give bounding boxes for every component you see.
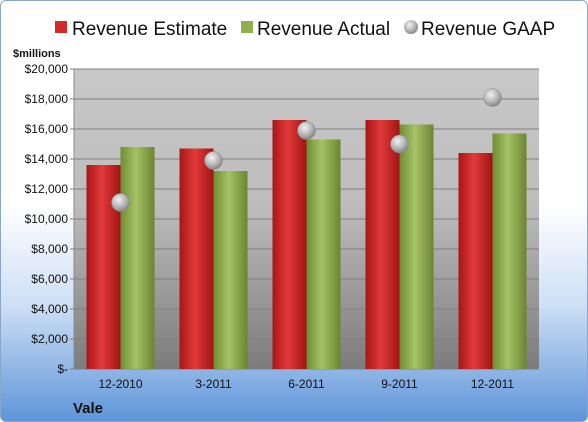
bars <box>86 120 527 369</box>
x-tick-label: 12-2010 <box>98 377 142 391</box>
x-tick-label: 12-2011 <box>471 377 514 391</box>
y-tick-label: $4,000 <box>31 302 68 316</box>
marker-revenue-gaap <box>204 151 223 170</box>
legend-swatch-revenue-estimate <box>55 21 67 33</box>
y-tick-label: $8,000 <box>31 242 68 256</box>
bar-revenue-actual <box>120 147 155 369</box>
legend-swatch-revenue-actual <box>241 21 253 33</box>
x-tick-label: 3-2011 <box>195 377 232 391</box>
y-tick-label: $14,000 <box>25 152 69 166</box>
x-axis-ticks: 12-2010 3-2011 6-2011 9-2011 12-2011 <box>98 377 514 391</box>
company-name: Vale <box>73 400 103 417</box>
marker-revenue-gaap <box>390 134 409 154</box>
y-tick-label: $12,000 <box>25 182 69 196</box>
bar-revenue-estimate <box>458 153 493 369</box>
bar-revenue-estimate <box>365 120 400 369</box>
y-tick-label: $16,000 <box>25 122 69 136</box>
y-axis-ticks: $- $2,000 $4,000 $6,000 $8,000 $10,000 $12,000… <box>25 62 74 376</box>
legend-label-revenue-actual: Revenue Actual <box>257 19 390 40</box>
legend-label-revenue-gaap: Revenue GAAP <box>421 19 555 40</box>
legend-label-revenue-estimate: Revenue Estimate <box>72 19 227 40</box>
bar-revenue-actual <box>492 133 527 369</box>
x-tick-label: 9-2011 <box>381 377 418 391</box>
y-tick-label: $18,000 <box>25 92 69 106</box>
y-tick-label: $10,000 <box>25 212 69 226</box>
y-tick-label: $2,000 <box>31 332 68 346</box>
x-tick-label: 6-2011 <box>288 377 325 391</box>
marker-revenue-gaap <box>297 121 316 140</box>
marker-revenue-gaap <box>483 88 502 107</box>
gaap-markers <box>111 88 502 212</box>
y-tick-label: $6,000 <box>31 272 68 286</box>
marker-revenue-gaap <box>111 193 130 212</box>
unit-label: $millions <box>13 48 61 60</box>
bar-revenue-estimate <box>179 148 214 369</box>
y-tick-label: $- <box>57 362 68 376</box>
bar-revenue-actual <box>399 124 434 369</box>
bar-revenue-actual <box>306 139 341 369</box>
y-tick-label: $20,000 <box>25 62 69 76</box>
legend-marker-revenue-gaap <box>404 20 418 34</box>
bar-revenue-actual <box>213 171 248 369</box>
bar-revenue-estimate <box>272 120 307 369</box>
legend: Revenue Estimate Revenue Actual Revenue … <box>55 19 555 40</box>
